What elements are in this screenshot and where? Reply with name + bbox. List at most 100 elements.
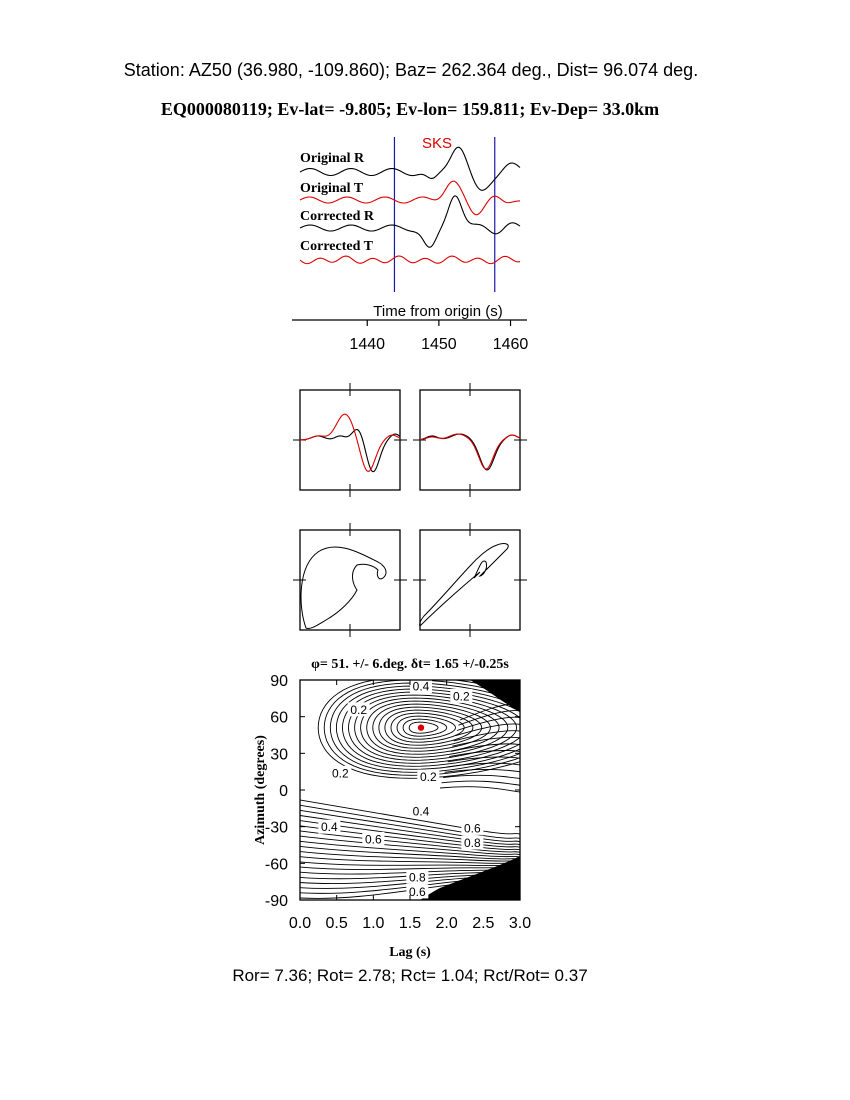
- contour-line: [360, 697, 509, 758]
- contour-line: [455, 723, 520, 737]
- contour-line: [300, 861, 520, 867]
- contour-line: [300, 840, 520, 858]
- x-tick-label: 1.0: [362, 915, 384, 932]
- contour-label: 0.8: [409, 870, 426, 884]
- contour-title: φ= 51. +/- 6.deg. δt= 1.65 +/-0.25s: [311, 657, 509, 672]
- time-tick-label: 1440: [349, 336, 385, 353]
- contour-label-bg: [362, 831, 385, 846]
- x-tick-label: 3.0: [509, 915, 531, 932]
- contour-label: 0.2: [332, 766, 349, 780]
- contour-line: [449, 750, 520, 758]
- contour-label-bg: [347, 702, 370, 717]
- contour-line: [300, 872, 520, 884]
- contour-label-bg: [406, 884, 429, 899]
- x-tick-label: 2.0: [436, 915, 458, 932]
- contour-line: [300, 835, 520, 856]
- contour-label-bg: [417, 769, 440, 784]
- contour-label-bg: [318, 819, 341, 834]
- trace-original-t: [299, 180, 521, 216]
- contour-label-bg: [461, 835, 484, 850]
- particle-motion-path-corrected: [419, 543, 509, 627]
- contour-label: 0.2: [453, 689, 470, 703]
- contour-line: [408, 721, 439, 734]
- y-tick-label: -60: [265, 856, 288, 873]
- contour-line: [372, 703, 491, 752]
- contour-line: [390, 712, 465, 743]
- contour-label: 0.4: [321, 820, 338, 834]
- y-tick-label: 30: [270, 746, 288, 763]
- contour-line: [439, 786, 520, 793]
- contour-label: 0.8: [464, 836, 481, 850]
- contour-lines: [300, 680, 520, 900]
- contour-line: [300, 825, 520, 851]
- waveform-box-original-ticks: [293, 383, 407, 497]
- trace-original-r: [299, 146, 521, 191]
- contour-line: [300, 870, 520, 880]
- particle-motion-path-original: [300, 546, 387, 629]
- particle-motion-box-corrected-ticks: [413, 523, 527, 637]
- contour-line: [300, 876, 520, 894]
- contour-axis-ticks: 0.0 0.5 1.0 1.5 2.0 2.5 3.0 90 60 30 0 -30 -60 -90: [265, 673, 531, 932]
- contour-label-bg: [410, 679, 432, 694]
- y-tick-label: -30: [265, 820, 288, 837]
- contour-line: [450, 743, 520, 752]
- x-tick-label: 1.5: [399, 915, 421, 932]
- contour-line: [300, 845, 520, 860]
- contour-line: [452, 736, 520, 747]
- contour-line: [317, 680, 520, 779]
- contour-line: [443, 774, 520, 779]
- x-tick-label: 2.5: [472, 915, 494, 932]
- contour-line: [384, 709, 474, 746]
- trace-corrected-t: [299, 255, 521, 265]
- contour-label-bg: [450, 688, 473, 703]
- contour-line: [300, 866, 520, 871]
- contour-line: [341, 688, 520, 767]
- time-axis-ticks: 1440 1450 1460: [349, 320, 528, 353]
- contour-line: [300, 820, 520, 848]
- contour-label: 0.6: [464, 821, 481, 835]
- contour-line: [300, 868, 520, 875]
- phase-label-sks: SKS: [422, 135, 452, 152]
- contour-label: 0.2: [420, 770, 437, 784]
- time-tick-label: 1450: [421, 336, 457, 353]
- event-info-line: EQ000080119; Ev-lat= -9.805; Ev-lon= 159…: [161, 99, 659, 119]
- ratio-summary-line: Ror= 7.36; Rot= 2.78; Rct= 1.04; Rct/Rot…: [232, 966, 587, 985]
- waveform-comparison-corrected: [413, 383, 527, 497]
- contour-line: [447, 756, 520, 763]
- contour-label: 0.4: [413, 680, 430, 694]
- contour-label: 0.6: [409, 885, 426, 899]
- contour-line: [378, 706, 483, 749]
- y-axis-label: Azimuth (degrees): [253, 735, 268, 845]
- y-tick-label: 90: [270, 673, 288, 690]
- contour-label-bg: [410, 803, 432, 818]
- contour-label-bg: [329, 765, 352, 780]
- contour-label: 0.6: [365, 832, 382, 846]
- contour-line: [396, 715, 456, 740]
- particle-motion-original: [293, 523, 407, 637]
- particle-motion-corrected: [413, 523, 527, 637]
- time-tick-label: 1460: [493, 336, 529, 353]
- contour-line: [335, 685, 520, 770]
- trace-label-corrected-r: Corrected R: [300, 209, 375, 224]
- contour-line: [444, 768, 520, 773]
- contour-labels: 0.40.20.20.2 0.20.40.40.60.60.80.80.6: [318, 679, 484, 899]
- contour-line: [441, 780, 520, 786]
- contour-line: [323, 680, 520, 776]
- x-tick-label: 0.5: [326, 915, 348, 932]
- y-tick-label: 0: [279, 783, 288, 800]
- contour-label: 0.2: [350, 703, 367, 717]
- waveform-comparison-original: [293, 383, 407, 497]
- trace-corrected-r: [299, 195, 521, 248]
- contour-line: [300, 815, 520, 845]
- contour-frame: [299, 679, 521, 901]
- particle-motion-box-original-ticks: [293, 523, 407, 637]
- contour-line: [300, 804, 520, 839]
- y-tick-label: -90: [265, 893, 288, 910]
- contour-line: [300, 830, 520, 853]
- trace-label-corrected-t: Corrected T: [300, 239, 374, 254]
- seismogram-panel: SKS Original R Original T Corrected R Co…: [292, 135, 528, 353]
- contour-line: [329, 682, 520, 773]
- contour-line: [300, 856, 520, 865]
- time-axis-label: Time from origin (s): [373, 303, 502, 320]
